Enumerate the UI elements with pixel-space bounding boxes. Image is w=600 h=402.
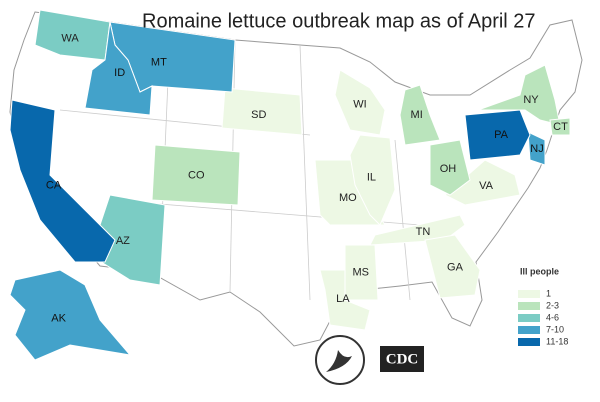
- state-label: AK: [51, 313, 66, 325]
- legend-title: Ill people: [520, 266, 559, 276]
- legend-label: 4-6: [546, 312, 559, 322]
- state-label: MT: [151, 56, 167, 68]
- state-label: ID: [114, 67, 125, 79]
- state: [221, 87, 303, 136]
- state: [477, 64, 561, 126]
- state-label: CT: [553, 121, 568, 133]
- state-label: NY: [523, 94, 539, 106]
- cdc-logo-text: CDC: [386, 351, 419, 367]
- border: [299, 44, 311, 301]
- state-label: TN: [416, 226, 431, 238]
- state: [9, 269, 132, 361]
- legend-label: 11-18: [546, 336, 568, 346]
- state-label: WI: [353, 99, 366, 111]
- state-label: MI: [411, 109, 423, 121]
- border: [394, 139, 411, 301]
- legend-label: 2-3: [546, 300, 559, 310]
- map-title: Romaine lettuce outbreak map as of April…: [142, 10, 536, 32]
- hhs-logo: [315, 335, 365, 385]
- legend-swatch: [518, 314, 540, 322]
- legend-swatch: [518, 338, 540, 346]
- state-label: SD: [251, 109, 266, 121]
- cdc-logo: [380, 346, 424, 372]
- state-label: MS: [353, 266, 370, 278]
- state: [549, 117, 571, 136]
- state-label: GA: [447, 262, 464, 274]
- legend-swatch: [518, 302, 540, 310]
- state-label: OH: [440, 163, 457, 175]
- state-label: NJ: [530, 143, 543, 155]
- state: [349, 134, 396, 226]
- state: [84, 21, 153, 116]
- state: [151, 144, 241, 206]
- state-label: LA: [336, 293, 350, 305]
- state: [527, 131, 546, 166]
- legend-label: 1: [546, 288, 551, 298]
- state: [444, 159, 521, 206]
- state: [9, 99, 116, 263]
- logo-eagle: [326, 350, 352, 372]
- state: [34, 9, 111, 61]
- state: [464, 109, 531, 161]
- legend-swatch: [518, 326, 540, 334]
- state-label: MO: [339, 192, 357, 204]
- state-label: IL: [367, 171, 376, 183]
- state-label: AZ: [116, 235, 130, 247]
- state: [429, 139, 471, 196]
- legend-label: 7-10: [546, 324, 564, 334]
- state-label: CO: [188, 169, 205, 181]
- state-label: WA: [61, 32, 79, 44]
- state: [334, 69, 386, 136]
- state: [319, 269, 371, 331]
- state: [399, 84, 441, 146]
- legend-swatch: [518, 290, 540, 298]
- state: [424, 234, 481, 299]
- state-label: CA: [46, 179, 62, 191]
- state-label: PA: [494, 129, 509, 141]
- logo-ring: [315, 335, 365, 385]
- state-label: VA: [479, 180, 494, 192]
